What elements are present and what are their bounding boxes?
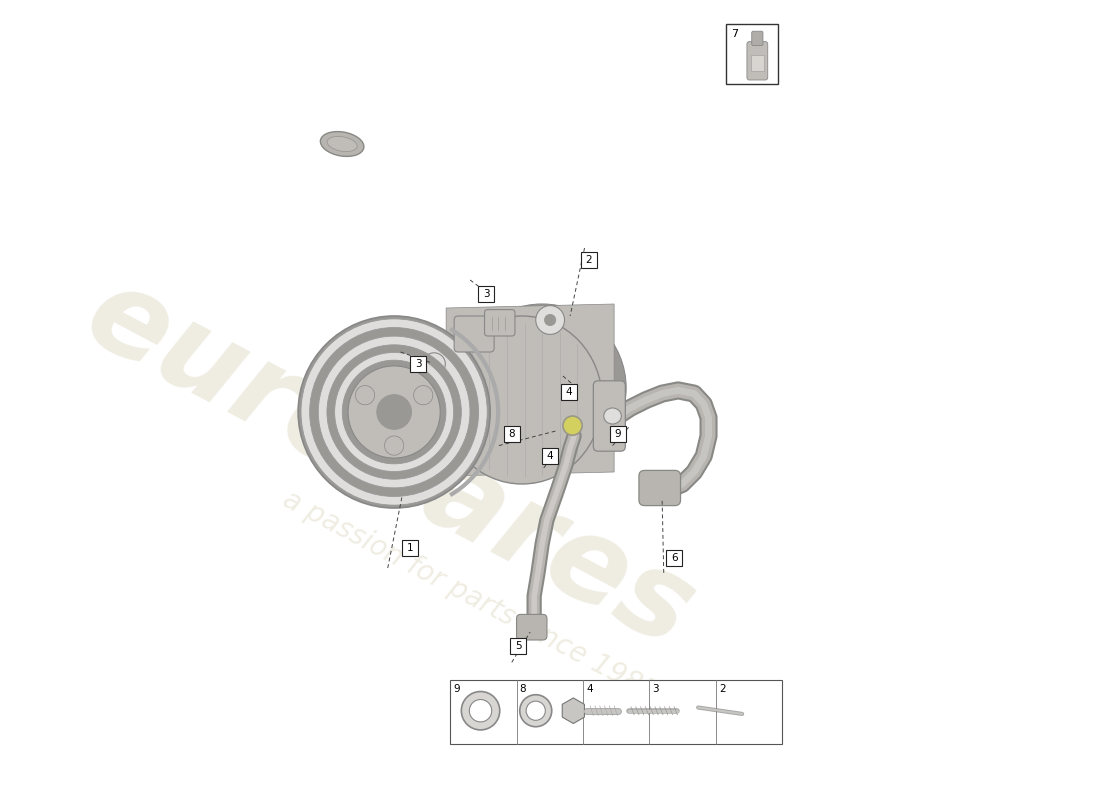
Text: 6: 6 bbox=[671, 553, 678, 562]
Circle shape bbox=[544, 314, 556, 326]
Circle shape bbox=[470, 699, 492, 722]
Ellipse shape bbox=[320, 131, 364, 157]
Text: 7: 7 bbox=[730, 29, 738, 39]
Text: 9: 9 bbox=[615, 430, 622, 439]
FancyBboxPatch shape bbox=[751, 31, 763, 46]
Circle shape bbox=[327, 345, 461, 479]
Ellipse shape bbox=[458, 304, 626, 472]
Circle shape bbox=[519, 694, 552, 726]
Bar bbox=[478, 286, 494, 302]
Circle shape bbox=[334, 353, 453, 471]
Text: a passion for parts since 1985: a passion for parts since 1985 bbox=[278, 485, 662, 707]
FancyBboxPatch shape bbox=[517, 614, 547, 640]
Circle shape bbox=[298, 316, 491, 508]
Bar bbox=[667, 550, 682, 566]
Circle shape bbox=[536, 306, 564, 334]
FancyBboxPatch shape bbox=[454, 316, 494, 352]
Ellipse shape bbox=[327, 137, 358, 151]
Text: 3: 3 bbox=[483, 289, 490, 298]
Bar bbox=[403, 540, 418, 556]
Circle shape bbox=[301, 319, 487, 505]
Text: 4: 4 bbox=[547, 451, 553, 461]
Bar bbox=[751, 55, 763, 71]
Circle shape bbox=[422, 353, 446, 375]
FancyBboxPatch shape bbox=[593, 381, 625, 451]
Ellipse shape bbox=[442, 316, 602, 484]
FancyBboxPatch shape bbox=[484, 310, 515, 336]
Circle shape bbox=[377, 394, 411, 430]
Circle shape bbox=[318, 336, 470, 488]
Text: 8: 8 bbox=[508, 429, 515, 438]
Text: 4: 4 bbox=[586, 684, 593, 694]
Bar bbox=[410, 356, 426, 372]
Bar bbox=[504, 426, 519, 442]
Text: 3: 3 bbox=[415, 359, 421, 369]
Bar bbox=[610, 426, 626, 442]
Text: 5: 5 bbox=[515, 641, 521, 650]
Ellipse shape bbox=[604, 408, 622, 424]
Polygon shape bbox=[447, 304, 614, 476]
Text: 4: 4 bbox=[565, 387, 572, 397]
Circle shape bbox=[461, 691, 499, 730]
Circle shape bbox=[342, 360, 446, 464]
Text: 2: 2 bbox=[719, 684, 726, 694]
Bar bbox=[726, 24, 778, 84]
FancyBboxPatch shape bbox=[639, 470, 681, 506]
Text: euroPares: euroPares bbox=[67, 256, 713, 672]
Bar bbox=[450, 680, 782, 744]
Text: 1: 1 bbox=[407, 543, 414, 553]
Text: 2: 2 bbox=[585, 255, 592, 265]
Circle shape bbox=[348, 366, 440, 458]
Text: 9: 9 bbox=[453, 684, 460, 694]
Bar bbox=[561, 384, 576, 400]
Bar bbox=[581, 252, 596, 268]
Circle shape bbox=[430, 360, 438, 368]
Text: 3: 3 bbox=[652, 684, 659, 694]
Circle shape bbox=[563, 416, 582, 435]
Text: 8: 8 bbox=[519, 684, 527, 694]
Circle shape bbox=[310, 327, 478, 497]
Bar bbox=[510, 638, 526, 654]
Polygon shape bbox=[562, 698, 584, 723]
FancyBboxPatch shape bbox=[747, 42, 768, 80]
Circle shape bbox=[526, 701, 546, 720]
Bar bbox=[542, 448, 558, 464]
